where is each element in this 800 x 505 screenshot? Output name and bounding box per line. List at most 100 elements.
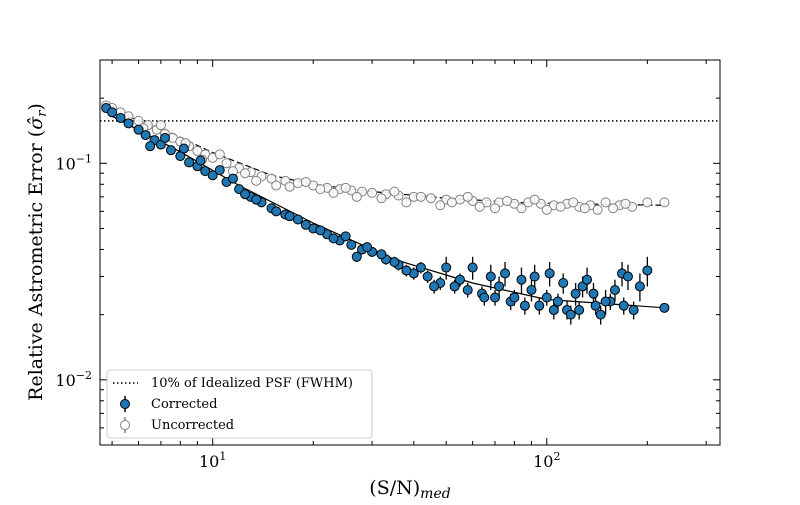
corrected-point [389, 257, 400, 268]
corrected-point [544, 268, 555, 279]
y-axis-label: Relative Astrometric Error (σ̂r) [25, 103, 50, 401]
uncorrected-point [155, 120, 166, 131]
x-tick-label: 102 [533, 450, 560, 471]
corrected-point [582, 274, 593, 285]
corrected-point [529, 271, 540, 282]
axis-ticks: 101 102 10−2 10−1 [55, 60, 720, 471]
corrected-point [351, 251, 362, 262]
corrected-point [590, 300, 601, 311]
corrected-point [565, 309, 576, 320]
legend-box [106, 369, 373, 439]
uncorrected-point [401, 197, 412, 208]
uncorrected-point [579, 203, 590, 214]
corrected-point [548, 305, 559, 316]
corrected-point [462, 284, 473, 295]
corrected-point [485, 271, 496, 282]
corrected-point [552, 296, 563, 307]
x-axis-label: (S/N)med [369, 477, 450, 500]
legend: 10% of Idealized PSF (FWHM) Corrected Un… [106, 369, 373, 439]
corrected-point [490, 292, 501, 303]
corrected-point [133, 124, 144, 135]
corrected-point [415, 262, 426, 273]
corrected-point [340, 231, 351, 242]
uncorrected-point [351, 191, 362, 202]
corrected-point [628, 305, 639, 316]
uncorrected-point [300, 176, 311, 187]
corrected-point [429, 281, 440, 292]
corrected-point [634, 281, 645, 292]
uncorrected-point [376, 193, 387, 204]
corrected-point [455, 274, 466, 285]
plot-frame [99, 59, 721, 446]
uncorrected-point [271, 180, 282, 191]
corrected-point [376, 249, 387, 260]
corrected-point [516, 274, 527, 285]
uncorrected-point [251, 175, 262, 186]
corrected-point [574, 305, 585, 316]
uncorrected-point [240, 168, 251, 179]
corrected-point [178, 143, 189, 154]
x-tick-label: 101 [199, 450, 226, 471]
uncorrected-point [474, 201, 485, 212]
corrected-point [140, 130, 151, 141]
uncorrected-point [568, 197, 579, 208]
uncorrected-point [592, 204, 603, 215]
corrected-point [600, 296, 611, 307]
corrected-point [184, 157, 195, 168]
corrected-point [588, 288, 599, 299]
corrected-point [401, 265, 412, 276]
uncorrected-point [620, 198, 631, 209]
uncorrected-point [266, 173, 277, 184]
corrected-point [558, 278, 569, 289]
corrected-point [479, 292, 490, 303]
corrected-point [107, 107, 118, 118]
legend-reference-label: 10% of Idealized PSF (FWHM) [151, 376, 353, 391]
corrected-point [271, 206, 282, 217]
corrected-point [165, 145, 176, 156]
corrected-point [145, 141, 156, 152]
corrected-point [609, 284, 620, 295]
corrected-point [328, 233, 339, 244]
uncorrected-point [435, 200, 446, 211]
corrected-point [362, 242, 373, 253]
uncorrected-point [659, 197, 670, 208]
uncorrected-point [315, 184, 326, 195]
uncorrected-point [490, 203, 501, 214]
uncorrected-point [608, 203, 619, 214]
uncorrected-point [328, 187, 339, 198]
corrected-point [467, 262, 478, 273]
uncorrected-point [462, 191, 473, 202]
uncorrected-point [600, 197, 611, 208]
corrected-point [207, 170, 218, 181]
corrected-point [595, 309, 606, 320]
uncorrected-point [284, 181, 295, 192]
corrected-point [227, 173, 238, 184]
corrected-point [541, 292, 552, 303]
uncorrected-point [446, 197, 457, 208]
data-markers [101, 100, 670, 320]
corrected-point [123, 118, 134, 129]
corrected-point [441, 262, 452, 273]
corrected-point [240, 189, 251, 200]
corrected-point [115, 112, 126, 123]
uncorrected-point [425, 193, 436, 204]
corrected-point [284, 211, 295, 222]
corrected-point [494, 281, 505, 292]
uncorrected-point [367, 187, 378, 198]
corrected-point [509, 292, 520, 303]
corrected-point [642, 265, 653, 276]
uncorrected-point [340, 182, 351, 193]
uncorrected-point [415, 191, 426, 202]
corrected-point [659, 302, 670, 313]
uncorrected-point [642, 197, 653, 208]
uncorrected-point [221, 158, 232, 169]
legend-uncorrected-label: Uncorrected [151, 418, 234, 433]
corrected-point [251, 194, 262, 205]
uncorrected-point [214, 149, 225, 160]
corrected-point [526, 284, 537, 295]
corrected-point [195, 155, 206, 166]
corrected-point [500, 268, 511, 279]
uncorrected-point [555, 201, 566, 212]
